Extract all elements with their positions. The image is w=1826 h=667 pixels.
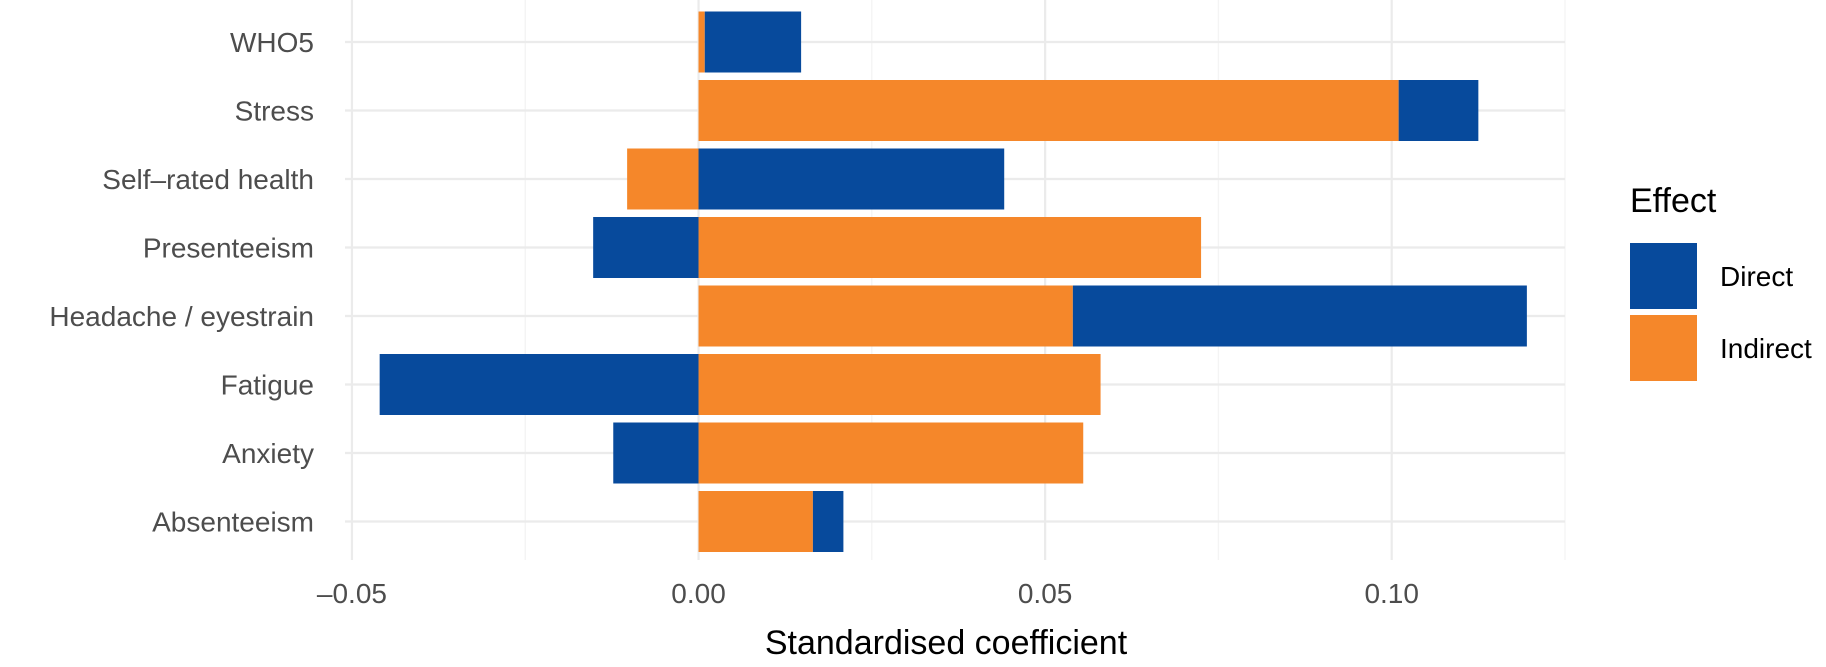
legend-title: Effect bbox=[1630, 182, 1717, 220]
x-tick-label: 0.00 bbox=[671, 578, 726, 609]
legend-label-direct: Direct bbox=[1720, 261, 1793, 292]
x-tick-label: 0.05 bbox=[1018, 578, 1073, 609]
legend: Effect Direct Indirect bbox=[1630, 182, 1812, 381]
x-axis-title: Standardised coefficient bbox=[765, 624, 1128, 662]
bar-indirect-2 bbox=[698, 80, 1399, 141]
bar-indirect-7 bbox=[698, 422, 1084, 484]
y-tick-label: WHO5 bbox=[230, 27, 314, 58]
x-axis-tick-labels: –0.05 0.00 0.05 0.10 bbox=[317, 578, 1419, 609]
bars bbox=[379, 11, 1527, 552]
legend-items: Direct Indirect bbox=[1630, 243, 1812, 381]
bar-direct-3 bbox=[698, 148, 1005, 210]
legend-label-indirect: Indirect bbox=[1720, 333, 1812, 364]
bar-direct-4 bbox=[593, 217, 699, 278]
bar-indirect-4 bbox=[698, 217, 1202, 278]
bar-indirect-1 bbox=[698, 11, 705, 73]
bar-indirect-3 bbox=[627, 148, 699, 210]
bar-direct-1 bbox=[704, 11, 802, 73]
bar-indirect-5 bbox=[698, 285, 1073, 347]
y-tick-label: Presenteeism bbox=[143, 233, 314, 264]
y-axis-tick-labels: WHO5 Stress Self–rated health Presenteeism H… bbox=[49, 27, 314, 538]
bar-indirect-6 bbox=[698, 354, 1101, 415]
y-tick-label: Fatigue bbox=[221, 370, 314, 401]
y-tick-label: Absenteeism bbox=[152, 507, 314, 538]
x-tick-label: 0.10 bbox=[1364, 578, 1419, 609]
bar-direct-5 bbox=[1072, 285, 1527, 347]
bar-direct-7 bbox=[613, 422, 699, 484]
legend-key-indirect bbox=[1630, 315, 1697, 381]
bar-direct-8 bbox=[812, 491, 844, 552]
bar-direct-6 bbox=[379, 354, 699, 415]
y-tick-label: Headache / eyestrain bbox=[49, 301, 314, 332]
y-tick-label: Anxiety bbox=[222, 438, 314, 469]
bar-direct-2 bbox=[1398, 80, 1479, 141]
bar-indirect-8 bbox=[698, 491, 813, 552]
y-tick-label: Self–rated health bbox=[102, 164, 314, 195]
y-tick-label: Stress bbox=[235, 96, 314, 127]
legend-key-direct bbox=[1630, 243, 1697, 309]
x-tick-label: –0.05 bbox=[317, 578, 387, 609]
